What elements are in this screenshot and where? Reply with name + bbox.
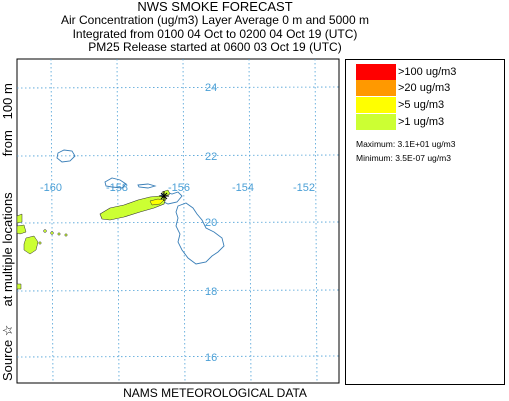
island-molokai [137,183,157,189]
west-smoke-dot [64,233,68,237]
integration-period: Integrated from 0100 04 Oct to 0200 04 O… [72,27,358,41]
lat-line-20 [16,221,340,224]
lat-line-22 [16,154,340,157]
lon-label: -160 [40,182,62,194]
legend-swatch [356,64,396,80]
legend-swatch [356,97,396,113]
lat-label: 20 [205,217,217,229]
map-title: NWS SMOKE FORECAST [137,0,293,14]
lon-label: -156 [168,182,190,194]
island-hawaii [175,202,225,265]
map-frame [16,58,340,384]
west-smoke-patch [23,235,39,255]
west-smoke-patch [16,283,22,290]
legend-label: >20 ug/m3 [398,82,451,94]
maximum-value: Maximum: 3.1E+01 ug/m3 [356,139,456,149]
lon-label: -154 [232,182,254,194]
graticule [16,58,340,384]
lat-label: 24 [205,82,217,94]
west-smoke-patch [16,213,23,224]
west-smoke-dot [57,232,61,236]
lon-label: -152 [293,182,315,194]
lat-label: 18 [205,286,217,298]
release-info: PM25 Release started at 0600 03 Oct 19 (… [88,40,342,54]
legend-label: >100 ug/m3 [398,66,457,78]
island-kauai [56,149,76,163]
west-smoke-dot [50,231,54,235]
smoke-plume [99,189,171,221]
island-oahu [104,177,127,189]
legend: >100 ug/m3 >20 ug/m3 >5 ug/m3 >1 ug/m3 M… [345,59,505,385]
minimum-value: Minimum: 3.5E-07 ug/m3 [356,153,451,163]
lat-line-16 [16,355,340,358]
west-smoke-patch [16,224,27,235]
concentration-subtitle: Air Concentration (ug/m3) Layer Average … [61,13,369,27]
plume-gt5 [149,198,165,206]
legend-label: >1 ug/m3 [398,116,445,128]
legend-swatch [356,80,396,96]
legend-swatch [356,114,396,130]
west-smoke [16,213,68,290]
star-icon [159,191,169,201]
source-label: Source ☆ at multiple locations from 100 … [0,83,15,381]
lon-label: -158 [106,182,128,194]
plume-gt1 [99,195,167,221]
lat-label: 16 [205,352,217,364]
lat-line-24 [16,86,340,89]
lat-label: 22 [205,151,217,163]
legend-label: >5 ug/m3 [398,99,445,111]
west-smoke-dot [38,241,42,245]
west-smoke-dot [43,229,47,233]
lat-line-18 [16,289,340,292]
met-data-footer: NAMS METEOROLOGICAL DATA [123,386,307,400]
